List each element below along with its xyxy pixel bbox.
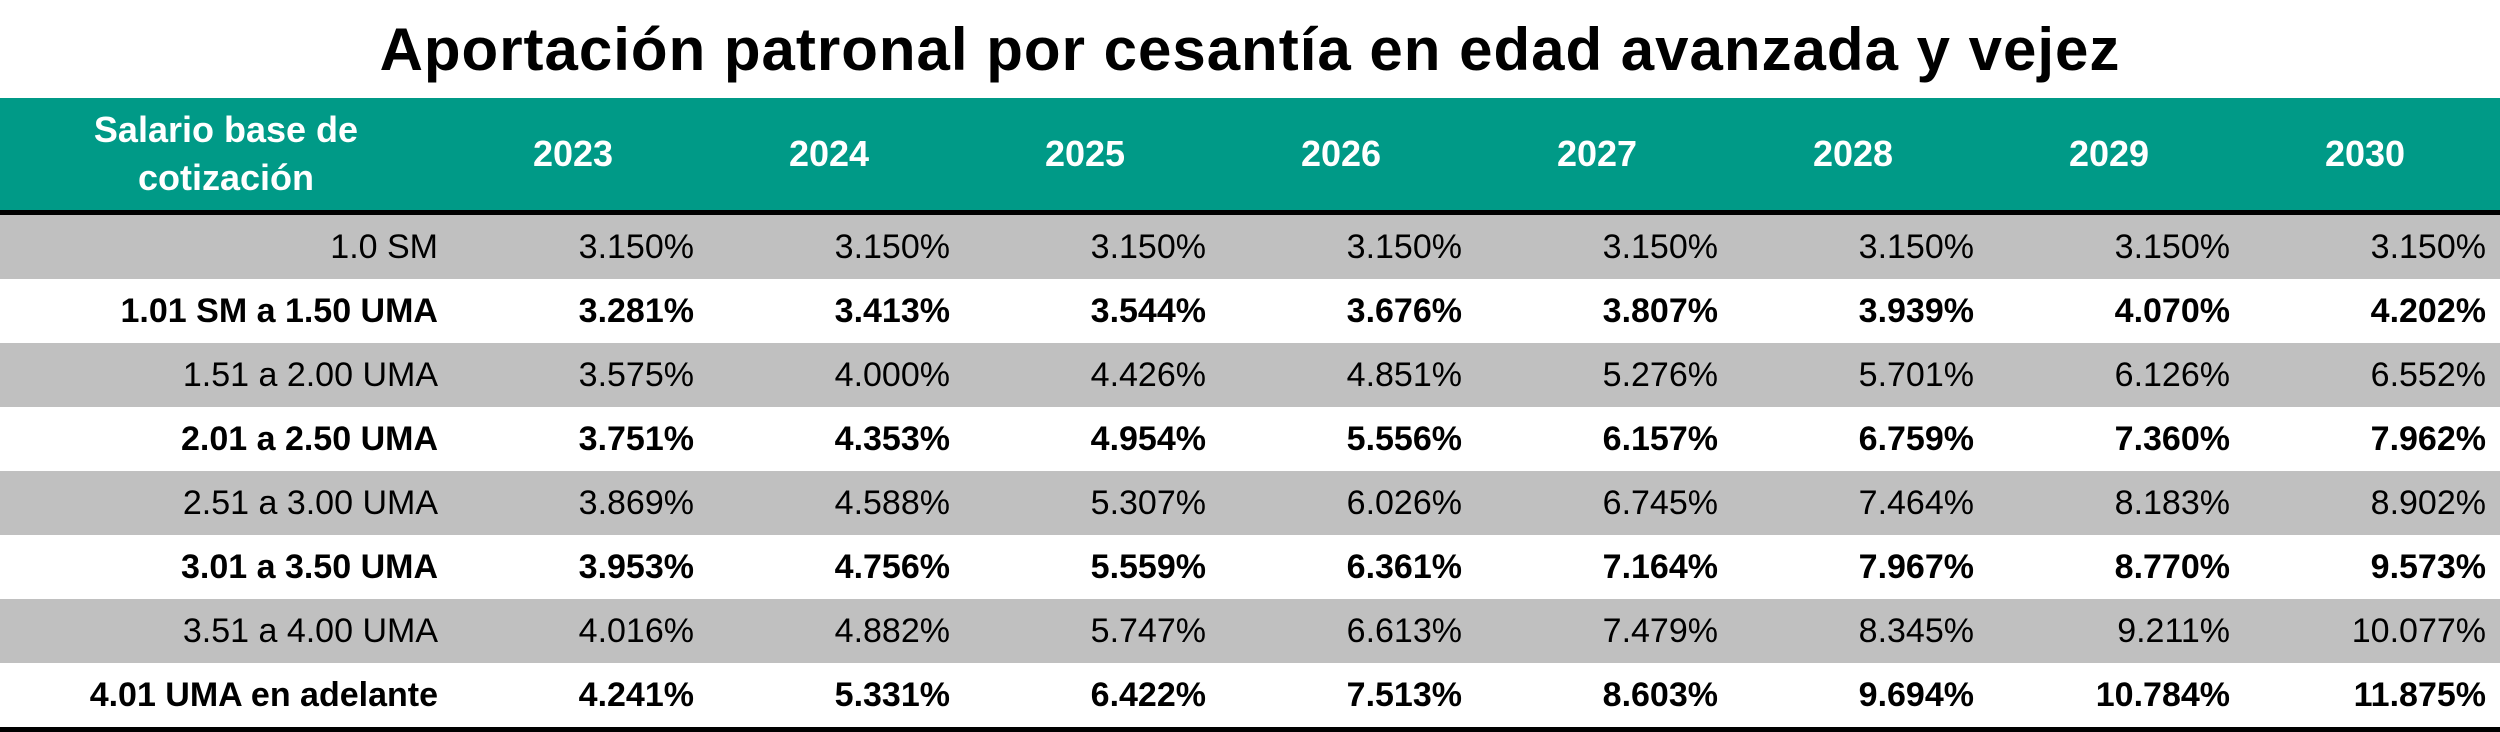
table-row: 1.0 SM 3.150% 3.150% 3.150% 3.150% 3.150% 3.15… xyxy=(0,215,2500,279)
rate-cell: 3.150% xyxy=(1858,227,1974,266)
rate-cell: 3.281% xyxy=(578,291,694,330)
rate-cell: 6.157% xyxy=(1602,419,1718,458)
rate-cell: 9.211% xyxy=(2117,611,2230,650)
header-year: 2028 xyxy=(1812,133,1894,174)
header-year: 2030 xyxy=(2324,133,2406,174)
row-label: 2.51 a 3.00 UMA xyxy=(182,483,438,522)
rate-cell: 3.150% xyxy=(1090,227,1206,266)
rate-cell: 6.026% xyxy=(1346,483,1462,522)
rate-cell: 4.000% xyxy=(834,355,950,394)
rate-cell: 3.150% xyxy=(578,227,694,266)
rate-cell: 8.603% xyxy=(1602,675,1718,714)
rate-cell: 4.954% xyxy=(1090,419,1206,458)
rate-cell: 4.016% xyxy=(578,611,694,650)
rate-cell: 3.953% xyxy=(578,547,694,586)
row-label: 1.01 SM a 1.50 UMA xyxy=(120,291,438,330)
row-label: 1.51 a 2.00 UMA xyxy=(182,355,438,394)
rate-cell: 3.751% xyxy=(578,419,694,458)
rate-cell: 6.759% xyxy=(1858,419,1974,458)
rate-cell: 4.882% xyxy=(834,611,950,650)
rate-cell: 10.077% xyxy=(2351,611,2486,650)
rate-cell: 7.164% xyxy=(1602,547,1718,586)
table-row: 4.01 UMA en adelante 4.241% 5.331% 6.422% 7.… xyxy=(0,663,2500,732)
rate-cell: 3.150% xyxy=(834,227,950,266)
header-year: 2023 xyxy=(532,133,614,174)
table-row: 3.51 a 4.00 UMA 4.016% 4.882% 5.747% 6.613% 7… xyxy=(0,599,2500,663)
rate-cell: 3.869% xyxy=(578,483,694,522)
rate-cell: 9.573% xyxy=(2370,547,2486,586)
rate-cell: 3.676% xyxy=(1346,291,1462,330)
row-label: 4.01 UMA en adelante xyxy=(89,675,438,714)
rate-cell: 5.276% xyxy=(1602,355,1718,394)
rate-cell: 5.747% xyxy=(1090,611,1206,650)
rate-cell: 8.183% xyxy=(2114,483,2230,522)
rate-cell: 6.126% xyxy=(2114,355,2230,394)
rate-cell: 6.613% xyxy=(1346,611,1462,650)
rate-cell: 3.939% xyxy=(1858,291,1974,330)
rate-cell: 7.967% xyxy=(1858,547,1974,586)
rate-cell: 5.559% xyxy=(1090,547,1206,586)
rate-cell: 7.962% xyxy=(2370,419,2486,458)
header-year: 2029 xyxy=(2068,133,2150,174)
rate-cell: 4.241% xyxy=(578,675,694,714)
row-label: 1.0 SM xyxy=(330,227,438,266)
header-label: Salario base de cotización xyxy=(93,109,359,198)
rate-cell: 7.360% xyxy=(2114,419,2230,458)
table-row: 2.01 a 2.50 UMA 3.751% 4.353% 4.954% 5.556% 6… xyxy=(0,407,2500,471)
row-label: 3.01 a 3.50 UMA xyxy=(180,547,438,586)
rate-cell: 6.745% xyxy=(1602,483,1718,522)
rate-cell: 3.544% xyxy=(1090,291,1206,330)
rate-cell: 3.150% xyxy=(1346,227,1462,266)
rate-cell: 6.552% xyxy=(2370,355,2486,394)
rate-cell: 4.426% xyxy=(1090,355,1206,394)
rate-cell: 3.807% xyxy=(1602,291,1718,330)
rate-cell: 3.413% xyxy=(834,291,950,330)
rate-cell: 8.770% xyxy=(2114,547,2230,586)
table-row: 1.51 a 2.00 UMA 3.575% 4.000% 4.426% 4.851% 5… xyxy=(0,343,2500,407)
header-year: 2024 xyxy=(788,133,870,174)
rate-cell: 7.464% xyxy=(1858,483,1974,522)
rate-cell: 10.784% xyxy=(2095,675,2230,714)
rate-cell: 5.556% xyxy=(1346,419,1462,458)
rate-cell: 8.345% xyxy=(1858,611,1974,650)
rate-cell: 4.588% xyxy=(834,483,950,522)
rate-cell: 4.851% xyxy=(1346,355,1462,394)
rate-cell: 7.479% xyxy=(1602,611,1718,650)
rate-cell: 6.422% xyxy=(1090,675,1206,714)
rate-cell: 4.353% xyxy=(834,419,950,458)
table-row: 3.01 a 3.50 UMA 3.953% 4.756% 5.559% 6.361% 7… xyxy=(0,535,2500,599)
table-row: 1.01 SM a 1.50 UMA 3.281% 3.413% 3.544% 3.67… xyxy=(0,279,2500,343)
header-year: 2026 xyxy=(1300,133,1382,174)
rate-cell: 5.331% xyxy=(834,675,950,714)
rate-cell: 3.150% xyxy=(1602,227,1718,266)
rate-cell: 3.575% xyxy=(578,355,694,394)
rate-cell: 5.307% xyxy=(1090,483,1206,522)
row-label: 2.01 a 2.50 UMA xyxy=(180,419,438,458)
rate-cell: 4.756% xyxy=(834,547,950,586)
rate-cell: 7.513% xyxy=(1346,675,1462,714)
row-label: 3.51 a 4.00 UMA xyxy=(182,611,438,650)
rate-cell: 6.361% xyxy=(1346,547,1462,586)
rate-cell: 11.875% xyxy=(2353,675,2486,714)
table-row: 2.51 a 3.00 UMA 3.869% 4.588% 5.307% 6.026% 6… xyxy=(0,471,2500,535)
table: Salario base de cotización 2023 2024 2025 20… xyxy=(0,98,2500,732)
rate-cell: 9.694% xyxy=(1858,675,1974,714)
header-year: 2025 xyxy=(1044,133,1126,174)
header-row: Salario base de cotización 2023 2024 2025 20… xyxy=(0,98,2500,215)
rate-cell: 3.150% xyxy=(2370,227,2486,266)
rate-cell: 4.070% xyxy=(2114,291,2230,330)
title: Aportación patronal por cesantía en edad… xyxy=(379,16,2121,83)
rate-cell: 8.902% xyxy=(2370,483,2486,522)
rate-cell: 4.202% xyxy=(2370,291,2486,330)
header-year: 2027 xyxy=(1556,133,1638,174)
rate-cell: 3.150% xyxy=(2114,227,2230,266)
rate-cell: 5.701% xyxy=(1858,355,1974,394)
